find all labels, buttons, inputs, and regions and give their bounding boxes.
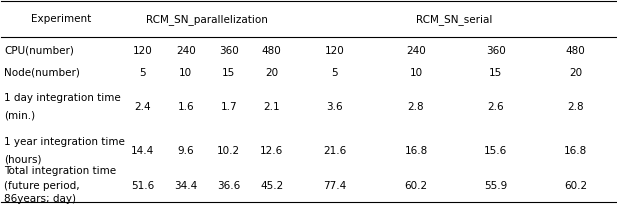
Text: 1.6: 1.6 (177, 102, 194, 112)
Text: 12.6: 12.6 (260, 146, 283, 156)
Text: 15: 15 (222, 68, 235, 78)
Text: 10: 10 (410, 68, 423, 78)
Text: 14.4: 14.4 (131, 146, 154, 156)
Text: RCM_SN_parallelization: RCM_SN_parallelization (146, 14, 268, 25)
Text: 77.4: 77.4 (323, 180, 346, 191)
Text: 2.8: 2.8 (568, 102, 584, 112)
Text: 45.2: 45.2 (260, 180, 283, 191)
Text: 1.7: 1.7 (220, 102, 237, 112)
Text: 10: 10 (179, 68, 193, 78)
Text: Node(number): Node(number) (4, 68, 80, 78)
Text: 16.8: 16.8 (404, 146, 428, 156)
Text: 120: 120 (133, 46, 152, 56)
Text: 15.6: 15.6 (484, 146, 507, 156)
Text: Experiment: Experiment (31, 14, 91, 25)
Text: Total integration time: Total integration time (4, 166, 117, 176)
Text: 480: 480 (566, 46, 586, 56)
Text: 21.6: 21.6 (323, 146, 346, 156)
Text: (min.): (min.) (4, 111, 36, 121)
Text: 34.4: 34.4 (174, 180, 197, 191)
Text: 360: 360 (219, 46, 239, 56)
Text: (future period,: (future period, (4, 180, 80, 191)
Text: 5: 5 (331, 68, 338, 78)
Text: 1 day integration time: 1 day integration time (4, 93, 121, 103)
Text: 120: 120 (325, 46, 344, 56)
Text: 3.6: 3.6 (326, 102, 343, 112)
Text: 20: 20 (265, 68, 278, 78)
Text: 2.1: 2.1 (263, 102, 280, 112)
Text: 2.4: 2.4 (135, 102, 151, 112)
Text: 15: 15 (489, 68, 502, 78)
Text: 55.9: 55.9 (484, 180, 507, 191)
Text: 9.6: 9.6 (177, 146, 194, 156)
Text: 20: 20 (569, 68, 582, 78)
Text: 60.2: 60.2 (404, 180, 428, 191)
Text: 60.2: 60.2 (564, 180, 587, 191)
Text: 86years; day): 86years; day) (4, 194, 77, 204)
Text: 360: 360 (486, 46, 506, 56)
Text: 2.6: 2.6 (487, 102, 504, 112)
Text: CPU(number): CPU(number) (4, 46, 74, 56)
Text: 5: 5 (139, 68, 146, 78)
Text: (hours): (hours) (4, 154, 42, 164)
Text: 51.6: 51.6 (131, 180, 154, 191)
Text: 1 year integration time: 1 year integration time (4, 137, 125, 147)
Text: 16.8: 16.8 (564, 146, 587, 156)
Text: 36.6: 36.6 (217, 180, 240, 191)
Text: 240: 240 (406, 46, 426, 56)
Text: 2.8: 2.8 (408, 102, 424, 112)
Text: RCM_SN_serial: RCM_SN_serial (416, 14, 492, 25)
Text: 240: 240 (176, 46, 196, 56)
Text: 480: 480 (262, 46, 281, 56)
Text: 10.2: 10.2 (217, 146, 240, 156)
